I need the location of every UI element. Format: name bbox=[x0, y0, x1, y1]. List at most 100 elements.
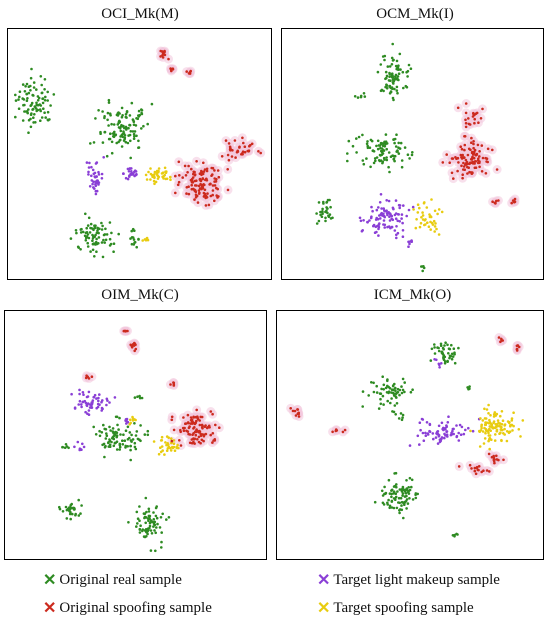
scatter-point-makeup bbox=[370, 205, 373, 209]
scatter-point-real bbox=[453, 353, 456, 356]
scatter-point-target_spoof bbox=[168, 446, 172, 450]
scatter-point-spoof bbox=[467, 122, 471, 126]
scatter-point-real bbox=[151, 520, 154, 524]
scatter-point-real bbox=[455, 532, 458, 536]
scatter-point-real bbox=[146, 433, 150, 437]
scatter-point-spoof bbox=[478, 155, 481, 158]
scatter-point-spoof bbox=[192, 415, 195, 419]
scatter-point-real bbox=[146, 532, 149, 536]
scatter-point-spoof bbox=[473, 469, 477, 473]
scatter-point-target_spoof bbox=[157, 175, 161, 179]
scatter-point-real bbox=[372, 390, 376, 394]
scatter-point-real bbox=[347, 139, 351, 143]
scatter-point-real bbox=[403, 146, 407, 149]
scatter-point-real bbox=[27, 108, 30, 111]
scatter-point-makeup bbox=[126, 177, 130, 181]
scatter-point-real bbox=[395, 85, 399, 89]
scatter-point-target_spoof bbox=[172, 445, 176, 449]
scatter-point-real bbox=[94, 243, 97, 246]
scatter-point-real bbox=[93, 255, 96, 258]
scatter-point-real bbox=[400, 418, 404, 422]
scatter-point-target_spoof bbox=[149, 172, 153, 176]
scatter-point-makeup bbox=[383, 226, 386, 229]
scatter-point-real bbox=[457, 346, 460, 350]
scatter-point-makeup bbox=[457, 431, 460, 435]
scatter-point-real bbox=[411, 498, 415, 501]
scatter-point-target_spoof bbox=[493, 439, 497, 442]
scatter-point-target_spoof bbox=[419, 221, 423, 225]
scatter-point-real bbox=[453, 361, 457, 365]
scatter-point-spoof bbox=[205, 179, 209, 182]
scatter-point-real bbox=[452, 347, 456, 350]
scatter-point-spoof bbox=[211, 184, 215, 187]
scatter-point-real bbox=[61, 445, 64, 449]
scatter-point-spoof bbox=[461, 153, 464, 157]
scatter-point-spoof bbox=[196, 201, 200, 204]
scatter-point-real bbox=[401, 377, 405, 381]
scatter-point-target_spoof bbox=[500, 439, 503, 443]
scatter-point-real bbox=[21, 83, 25, 86]
scatter-point-real bbox=[446, 359, 449, 363]
scatter-point-spoof bbox=[187, 192, 191, 196]
scatter-point-target_spoof bbox=[488, 437, 491, 441]
scatter-point-spoof bbox=[209, 194, 213, 198]
scatter-point-real bbox=[115, 415, 119, 419]
scatter-point-spoof bbox=[179, 430, 182, 434]
scatter-point-real bbox=[150, 532, 154, 535]
scatter-point-real bbox=[397, 152, 401, 155]
scatter-point-spoof bbox=[470, 157, 474, 160]
scatter-point-real bbox=[131, 130, 135, 133]
scatter-point-real bbox=[95, 250, 98, 253]
scatter-point-target_spoof bbox=[422, 201, 426, 205]
scatter-point-spoof bbox=[463, 135, 466, 138]
point-layer bbox=[58, 329, 221, 553]
scatter-point-target_spoof bbox=[486, 429, 490, 433]
scatter-point-makeup bbox=[91, 168, 95, 172]
scatter-point-real bbox=[136, 522, 139, 525]
scatter-point-target_spoof bbox=[480, 424, 483, 428]
scatter-point-real bbox=[322, 200, 325, 204]
scatter-point-real bbox=[369, 165, 372, 169]
scatter-point-target_spoof bbox=[484, 431, 487, 435]
scatter-point-spoof bbox=[212, 439, 215, 442]
scatter-point-real bbox=[160, 540, 163, 544]
scatter-point-real bbox=[433, 346, 436, 349]
scatter-point-spoof bbox=[243, 145, 247, 148]
scatter-point-real bbox=[139, 439, 142, 443]
scatter-point-spoof bbox=[169, 67, 172, 70]
scatter-point-spoof bbox=[475, 466, 479, 470]
scatter-point-spoof bbox=[459, 153, 463, 157]
scatter-point-real bbox=[105, 434, 109, 437]
scatter-point-makeup bbox=[419, 428, 422, 432]
scatter-point-makeup bbox=[85, 404, 89, 408]
scatter-point-spoof bbox=[499, 340, 502, 344]
scatter-point-spoof bbox=[296, 408, 299, 411]
scatter-point-real bbox=[132, 238, 136, 241]
scatter-point-spoof bbox=[468, 463, 472, 467]
scatter-point-real bbox=[112, 444, 116, 448]
scatter-point-real bbox=[128, 436, 131, 440]
scatter-point-makeup bbox=[92, 186, 95, 189]
scatter-point-real bbox=[381, 375, 384, 378]
scatter-point-real bbox=[449, 354, 453, 358]
scatter-point-target_spoof bbox=[165, 177, 169, 181]
scatter-point-target_spoof bbox=[426, 221, 429, 224]
scatter-point-real bbox=[443, 344, 446, 347]
scatter-point-real bbox=[397, 496, 401, 500]
scatter-point-spoof bbox=[452, 177, 455, 180]
scatter-point-spoof bbox=[213, 177, 216, 180]
scatter-point-real bbox=[95, 237, 98, 241]
scatter-point-makeup bbox=[90, 174, 93, 178]
scatter-point-spoof bbox=[242, 141, 245, 145]
scatter-point-spoof bbox=[226, 153, 230, 157]
scatter-point-makeup bbox=[73, 407, 77, 410]
scatter-point-real bbox=[135, 525, 138, 528]
scatter-point-spoof bbox=[202, 434, 206, 438]
scatter-point-spoof bbox=[467, 117, 470, 120]
scatter-point-real bbox=[64, 443, 68, 446]
scatter-point-makeup bbox=[387, 211, 390, 214]
scatter-point-real bbox=[17, 107, 21, 110]
scatter-point-real bbox=[133, 441, 137, 445]
panel-title-0: OCI_Mk(M) bbox=[101, 6, 179, 22]
scatter-point-target_spoof bbox=[500, 410, 504, 413]
